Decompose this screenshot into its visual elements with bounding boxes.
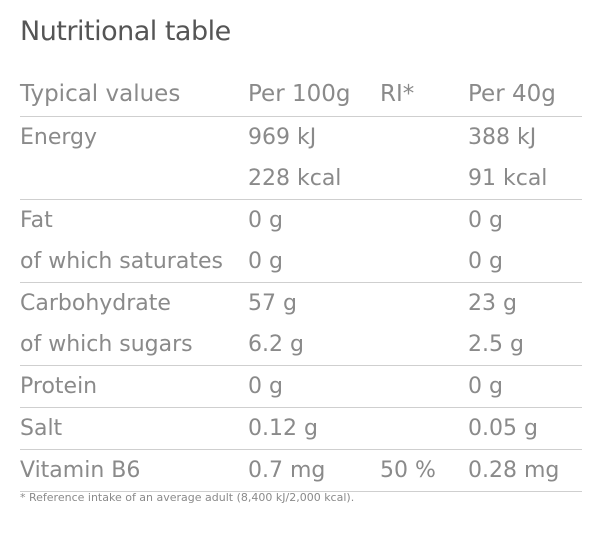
row-per-100g: 0.7 mg	[248, 449, 380, 492]
header-per-100g: Per 100g	[248, 81, 351, 107]
table-header-row: Typical values Per 100g RI* Per 40g	[20, 72, 582, 117]
row-per-100g: 6.2 g	[248, 332, 304, 357]
table-row: Carbohydrate 57 g 23 g	[20, 282, 582, 324]
row-per-100g: 0 g	[248, 199, 380, 241]
row-per-100g: 0 g	[248, 249, 283, 274]
row-label: Salt	[20, 407, 248, 450]
page-title: Nutritional table	[20, 16, 231, 47]
row-label: Vitamin B6	[20, 449, 248, 492]
row-label: of which sugars	[20, 332, 193, 357]
row-per-40g: 388 kJ	[468, 116, 582, 158]
table-row: Salt 0.12 g 0.05 g	[20, 407, 582, 450]
row-ri	[380, 282, 468, 324]
row-ri	[380, 365, 468, 408]
row-label: Carbohydrate	[20, 282, 248, 324]
row-label	[20, 158, 248, 200]
row-per-100g: 0 g	[248, 365, 380, 408]
row-per-100g: 969 kJ	[248, 116, 380, 158]
row-label: Protein	[20, 365, 248, 408]
row-ri	[380, 199, 468, 241]
nutrition-table: Typical values Per 100g RI* Per 40g Ener…	[20, 72, 582, 492]
header-per-40g: Per 40g	[468, 81, 556, 107]
row-label: Fat	[20, 199, 248, 241]
row-per-100g: 228 kcal	[248, 166, 342, 191]
row-ri	[380, 241, 468, 283]
table-row: of which saturates 0 g 0 g	[20, 241, 582, 283]
row-ri: 50 %	[380, 449, 468, 492]
table-row: 228 kcal 91 kcal	[20, 158, 582, 200]
row-per-40g: 0 g	[468, 365, 582, 408]
table-row: Vitamin B6 0.7 mg 50 % 0.28 mg	[20, 449, 582, 492]
row-per-40g: 0 g	[468, 199, 582, 241]
row-per-40g: 2.5 g	[468, 332, 524, 357]
header-typical-values: Typical values	[20, 81, 181, 107]
header-ri: RI*	[380, 81, 415, 107]
row-per-40g: 23 g	[468, 282, 582, 324]
row-ri	[380, 407, 468, 450]
row-per-40g: 0 g	[468, 249, 503, 274]
table-row: Protein 0 g 0 g	[20, 365, 582, 408]
row-label: Energy	[20, 116, 248, 158]
footnote: * Reference intake of an average adult (…	[20, 491, 355, 504]
row-per-40g: 0.05 g	[468, 407, 582, 450]
row-per-40g: 91 kcal	[468, 166, 548, 191]
row-label: of which saturates	[20, 249, 223, 274]
row-ri	[380, 324, 468, 366]
row-per-100g: 57 g	[248, 282, 380, 324]
row-ri	[380, 158, 468, 200]
table-row: Energy 969 kJ 388 kJ	[20, 116, 582, 158]
row-ri	[380, 116, 468, 158]
table-row: of which sugars 6.2 g 2.5 g	[20, 324, 582, 366]
row-per-40g: 0.28 mg	[468, 449, 582, 492]
table-row: Fat 0 g 0 g	[20, 199, 582, 241]
row-per-100g: 0.12 g	[248, 407, 380, 450]
